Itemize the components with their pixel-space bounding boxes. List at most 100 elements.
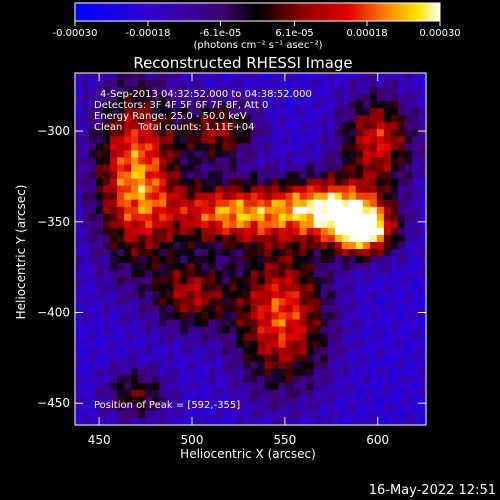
heatmap-pixel <box>418 368 427 377</box>
heatmap-pixel <box>334 94 343 102</box>
heatmap-pixel <box>180 108 188 116</box>
heatmap-pixel <box>327 136 336 144</box>
heatmap-pixel <box>299 270 308 278</box>
heatmap-pixel <box>264 291 272 299</box>
heatmap-pixel <box>89 319 97 327</box>
heatmap-pixel <box>404 361 413 370</box>
heatmap-pixel <box>264 347 272 355</box>
heatmap-pixel <box>278 361 286 370</box>
heatmap-pixel <box>334 213 343 222</box>
heatmap-pixel <box>376 227 385 236</box>
heatmap-pixel <box>292 277 301 285</box>
heatmap-pixel <box>89 340 97 348</box>
heatmap-pixel <box>334 171 343 179</box>
heatmap-pixel <box>110 319 118 327</box>
heatmap-pixel <box>96 101 104 109</box>
heatmap-pixel <box>285 129 294 137</box>
heatmap-pixel <box>292 291 301 299</box>
heatmap-pixel <box>124 108 132 116</box>
colorbar-unit-label: (photons cm⁻² s⁻¹ asec⁻²) <box>193 40 322 51</box>
heatmap-pixel <box>173 410 181 419</box>
heatmap-pixel <box>411 403 420 412</box>
heatmap-pixel <box>362 108 371 116</box>
heatmap-pixel <box>89 122 97 130</box>
heatmap-pixel <box>124 150 132 158</box>
heatmap-pixel <box>131 284 139 292</box>
heatmap-pixel <box>355 347 364 355</box>
heatmap-pixel <box>173 136 181 144</box>
heatmap-pixel <box>166 164 174 172</box>
heatmap-pixel <box>341 73 350 81</box>
heatmap-pixel <box>138 305 146 313</box>
heatmap-pixel <box>327 206 336 215</box>
heatmap-pixel <box>257 284 265 292</box>
heatmap-pixel <box>299 94 308 102</box>
heatmap-pixel <box>82 410 90 419</box>
heatmap-pixel <box>131 178 139 187</box>
heatmap-pixel <box>236 220 244 229</box>
heatmap-pixel <box>397 192 406 201</box>
heatmap-pixel <box>194 185 202 194</box>
heatmap-pixel <box>173 213 181 222</box>
heatmap-pixel <box>299 375 308 384</box>
heatmap-pixel <box>131 101 139 109</box>
heatmap-pixel <box>131 256 139 264</box>
heatmap-pixel <box>138 227 146 236</box>
heatmap-pixel <box>334 157 343 165</box>
heatmap-pixel <box>306 129 315 137</box>
heatmap-pixel <box>334 227 343 236</box>
heatmap-pixel <box>103 234 111 243</box>
heatmap-pixel <box>152 80 160 88</box>
heatmap-pixel <box>187 298 195 306</box>
heatmap-pixel <box>152 220 160 229</box>
heatmap-pixel <box>411 213 420 222</box>
heatmap-pixel <box>215 213 223 222</box>
heatmap-pixel <box>411 122 420 130</box>
heatmap-pixel <box>103 178 111 187</box>
heatmap-pixel <box>271 319 279 327</box>
heatmap-pixel <box>131 192 139 201</box>
heatmap-pixel <box>306 192 315 201</box>
heatmap-pixel <box>215 368 223 377</box>
heatmap-pixel <box>89 199 97 208</box>
heatmap-pixel <box>82 94 90 102</box>
heatmap-pixel <box>397 396 406 405</box>
heatmap-pixel <box>264 284 272 292</box>
heatmap-pixel <box>180 291 188 299</box>
heatmap-pixel <box>418 122 427 130</box>
colorbar-gradient <box>74 2 441 22</box>
heatmap-pixel <box>299 227 308 236</box>
heatmap-pixel <box>131 206 139 215</box>
heatmap-pixel <box>362 241 371 250</box>
y-tick-label: −300 <box>37 124 70 138</box>
heatmap-pixel <box>173 129 181 137</box>
heatmap-pixel <box>222 284 230 292</box>
heatmap-pixel <box>348 122 357 130</box>
heatmap-pixel <box>418 326 427 334</box>
heatmap-pixel <box>166 199 174 208</box>
heatmap-pixel <box>369 249 378 257</box>
heatmap-pixel <box>173 291 181 299</box>
heatmap-pixel <box>208 291 216 299</box>
heatmap-pixel <box>299 185 308 194</box>
heatmap-pixel <box>117 227 125 236</box>
heatmap-pixel <box>348 115 357 123</box>
heatmap-pixel <box>110 333 118 341</box>
heatmap-pixel <box>89 129 97 137</box>
heatmap-pixel <box>243 312 251 320</box>
heatmap-pixel <box>271 122 279 130</box>
heatmap-pixel <box>369 227 378 236</box>
heatmap-pixel <box>404 333 413 341</box>
heatmap-pixel <box>124 122 132 130</box>
heatmap-pixel <box>138 249 146 257</box>
heatmap-pixel <box>187 389 195 398</box>
heatmap-pixel <box>271 178 279 187</box>
heatmap-pixel <box>376 122 385 130</box>
heatmap-pixel <box>159 129 167 137</box>
heatmap-pixel <box>264 241 272 250</box>
heatmap-pixel <box>89 312 97 320</box>
heatmap-pixel <box>369 136 378 144</box>
heatmap-pixel <box>159 298 167 306</box>
heatmap-pixel <box>117 340 125 348</box>
heatmap-pixel <box>236 396 244 405</box>
